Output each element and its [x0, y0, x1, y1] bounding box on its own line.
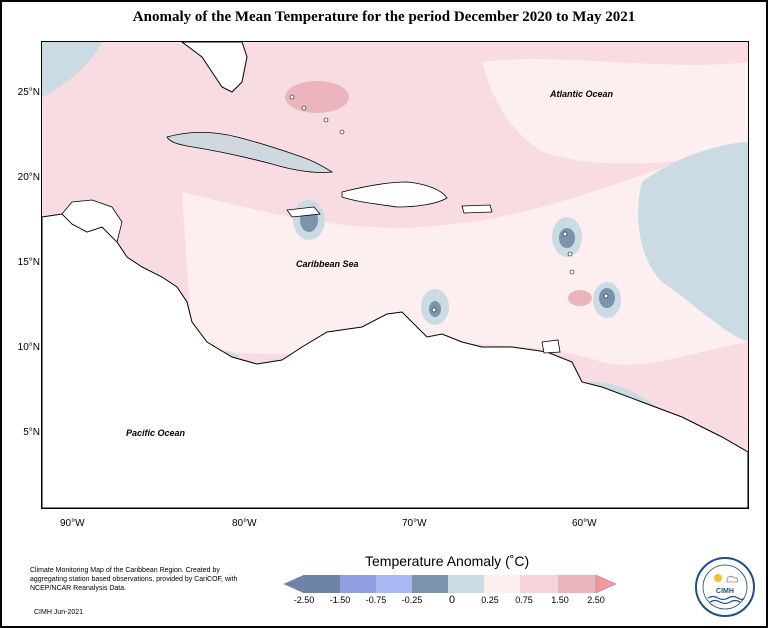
legend-swatch-1: [304, 575, 340, 593]
lat-label-5n: 5°N: [23, 427, 40, 438]
lon-label-80w: 80°W: [232, 518, 257, 529]
lat-label-20n: 20°N: [17, 172, 40, 183]
land-florida: [181, 42, 248, 93]
legend-title: Temperature Anomaly (˚C): [365, 553, 530, 569]
logo-text: CIMH: [716, 588, 734, 595]
legend-tick-6: 0.25: [481, 595, 499, 605]
land-aruba: [431, 307, 437, 313]
anomaly-cool-gulf: [42, 42, 102, 97]
land-barbados: [603, 293, 609, 299]
sun-icon: [714, 574, 722, 582]
land-bahamas-4: [339, 129, 345, 135]
lat-label-15n: 15°N: [17, 257, 40, 268]
anomaly-near-zero-atlantic: [482, 59, 748, 164]
land-bahamas-2: [301, 105, 307, 111]
legend-tick-1: -2.50: [293, 595, 315, 605]
map-title: Anomaly of the Mean Temperature for the …: [132, 9, 636, 25]
legend-arrow-high: [595, 574, 616, 594]
legend-tick-7: 0.75: [515, 595, 533, 605]
legend-tick-9: 2.50: [587, 595, 605, 605]
legend-tick-2: -1.50: [329, 595, 351, 605]
land-cuba: [166, 132, 334, 173]
lon-label-60w: 60°W: [572, 518, 597, 529]
legend-tick-5: 0: [448, 594, 456, 606]
legend-swatch-4: [412, 575, 448, 593]
footer-credit: CIMH Jun-2021: [34, 609, 84, 616]
anomaly-cool-atlantic: [638, 142, 748, 342]
lat-label-10n: 10°N: [17, 342, 40, 353]
anomaly-warm-bahamas: [285, 81, 349, 113]
land-hispaniola: [341, 181, 448, 208]
legend-swatch-5: [448, 575, 484, 593]
land-martinique: [569, 269, 575, 275]
legend-tick-4: -0.25: [401, 595, 423, 605]
legend-colorbar: [284, 574, 616, 594]
map-canvas: [42, 42, 748, 508]
land-bahamas-3: [323, 117, 329, 123]
land-dominica: [567, 251, 573, 257]
legend-swatch-2: [340, 575, 376, 593]
land-bahamas-1: [289, 94, 295, 100]
label-pacific-ocean: Pacific Ocean: [126, 428, 186, 438]
lat-label-25n: 25°N: [17, 87, 40, 98]
anomaly-warm-windward: [568, 290, 592, 306]
label-caribbean-sea: Caribbean Sea: [296, 259, 359, 269]
land-jamaica: [286, 206, 321, 218]
anomaly-cold-guadeloupe: [559, 228, 575, 248]
lon-label-70w: 70°W: [402, 518, 427, 529]
land-trinidad: [541, 339, 561, 354]
label-atlantic-ocean: Atlantic Ocean: [550, 89, 614, 99]
land-yucatan: [61, 199, 123, 243]
anomaly-map: [41, 41, 749, 509]
legend-tick-8: 1.50: [551, 595, 569, 605]
cloud-icon: [726, 575, 739, 583]
lon-label-90w: 90°W: [60, 518, 85, 529]
legend-swatch-3: [376, 575, 412, 593]
legend-tick-3: -0.75: [365, 595, 387, 605]
footer-description: Climate Monitoring Map of the Caribbean …: [30, 567, 238, 592]
land-mainland: [42, 213, 748, 508]
land-guadeloupe: [562, 231, 568, 237]
legend-swatch-6: [484, 575, 520, 593]
wave-icon: [707, 595, 745, 601]
legend-swatch-8: [558, 575, 596, 593]
land-puerto-rico: [461, 204, 493, 214]
legend-arrow-low: [284, 574, 305, 594]
cimh-logo: CIMH: [695, 557, 755, 617]
legend-swatch-7: [520, 575, 558, 593]
